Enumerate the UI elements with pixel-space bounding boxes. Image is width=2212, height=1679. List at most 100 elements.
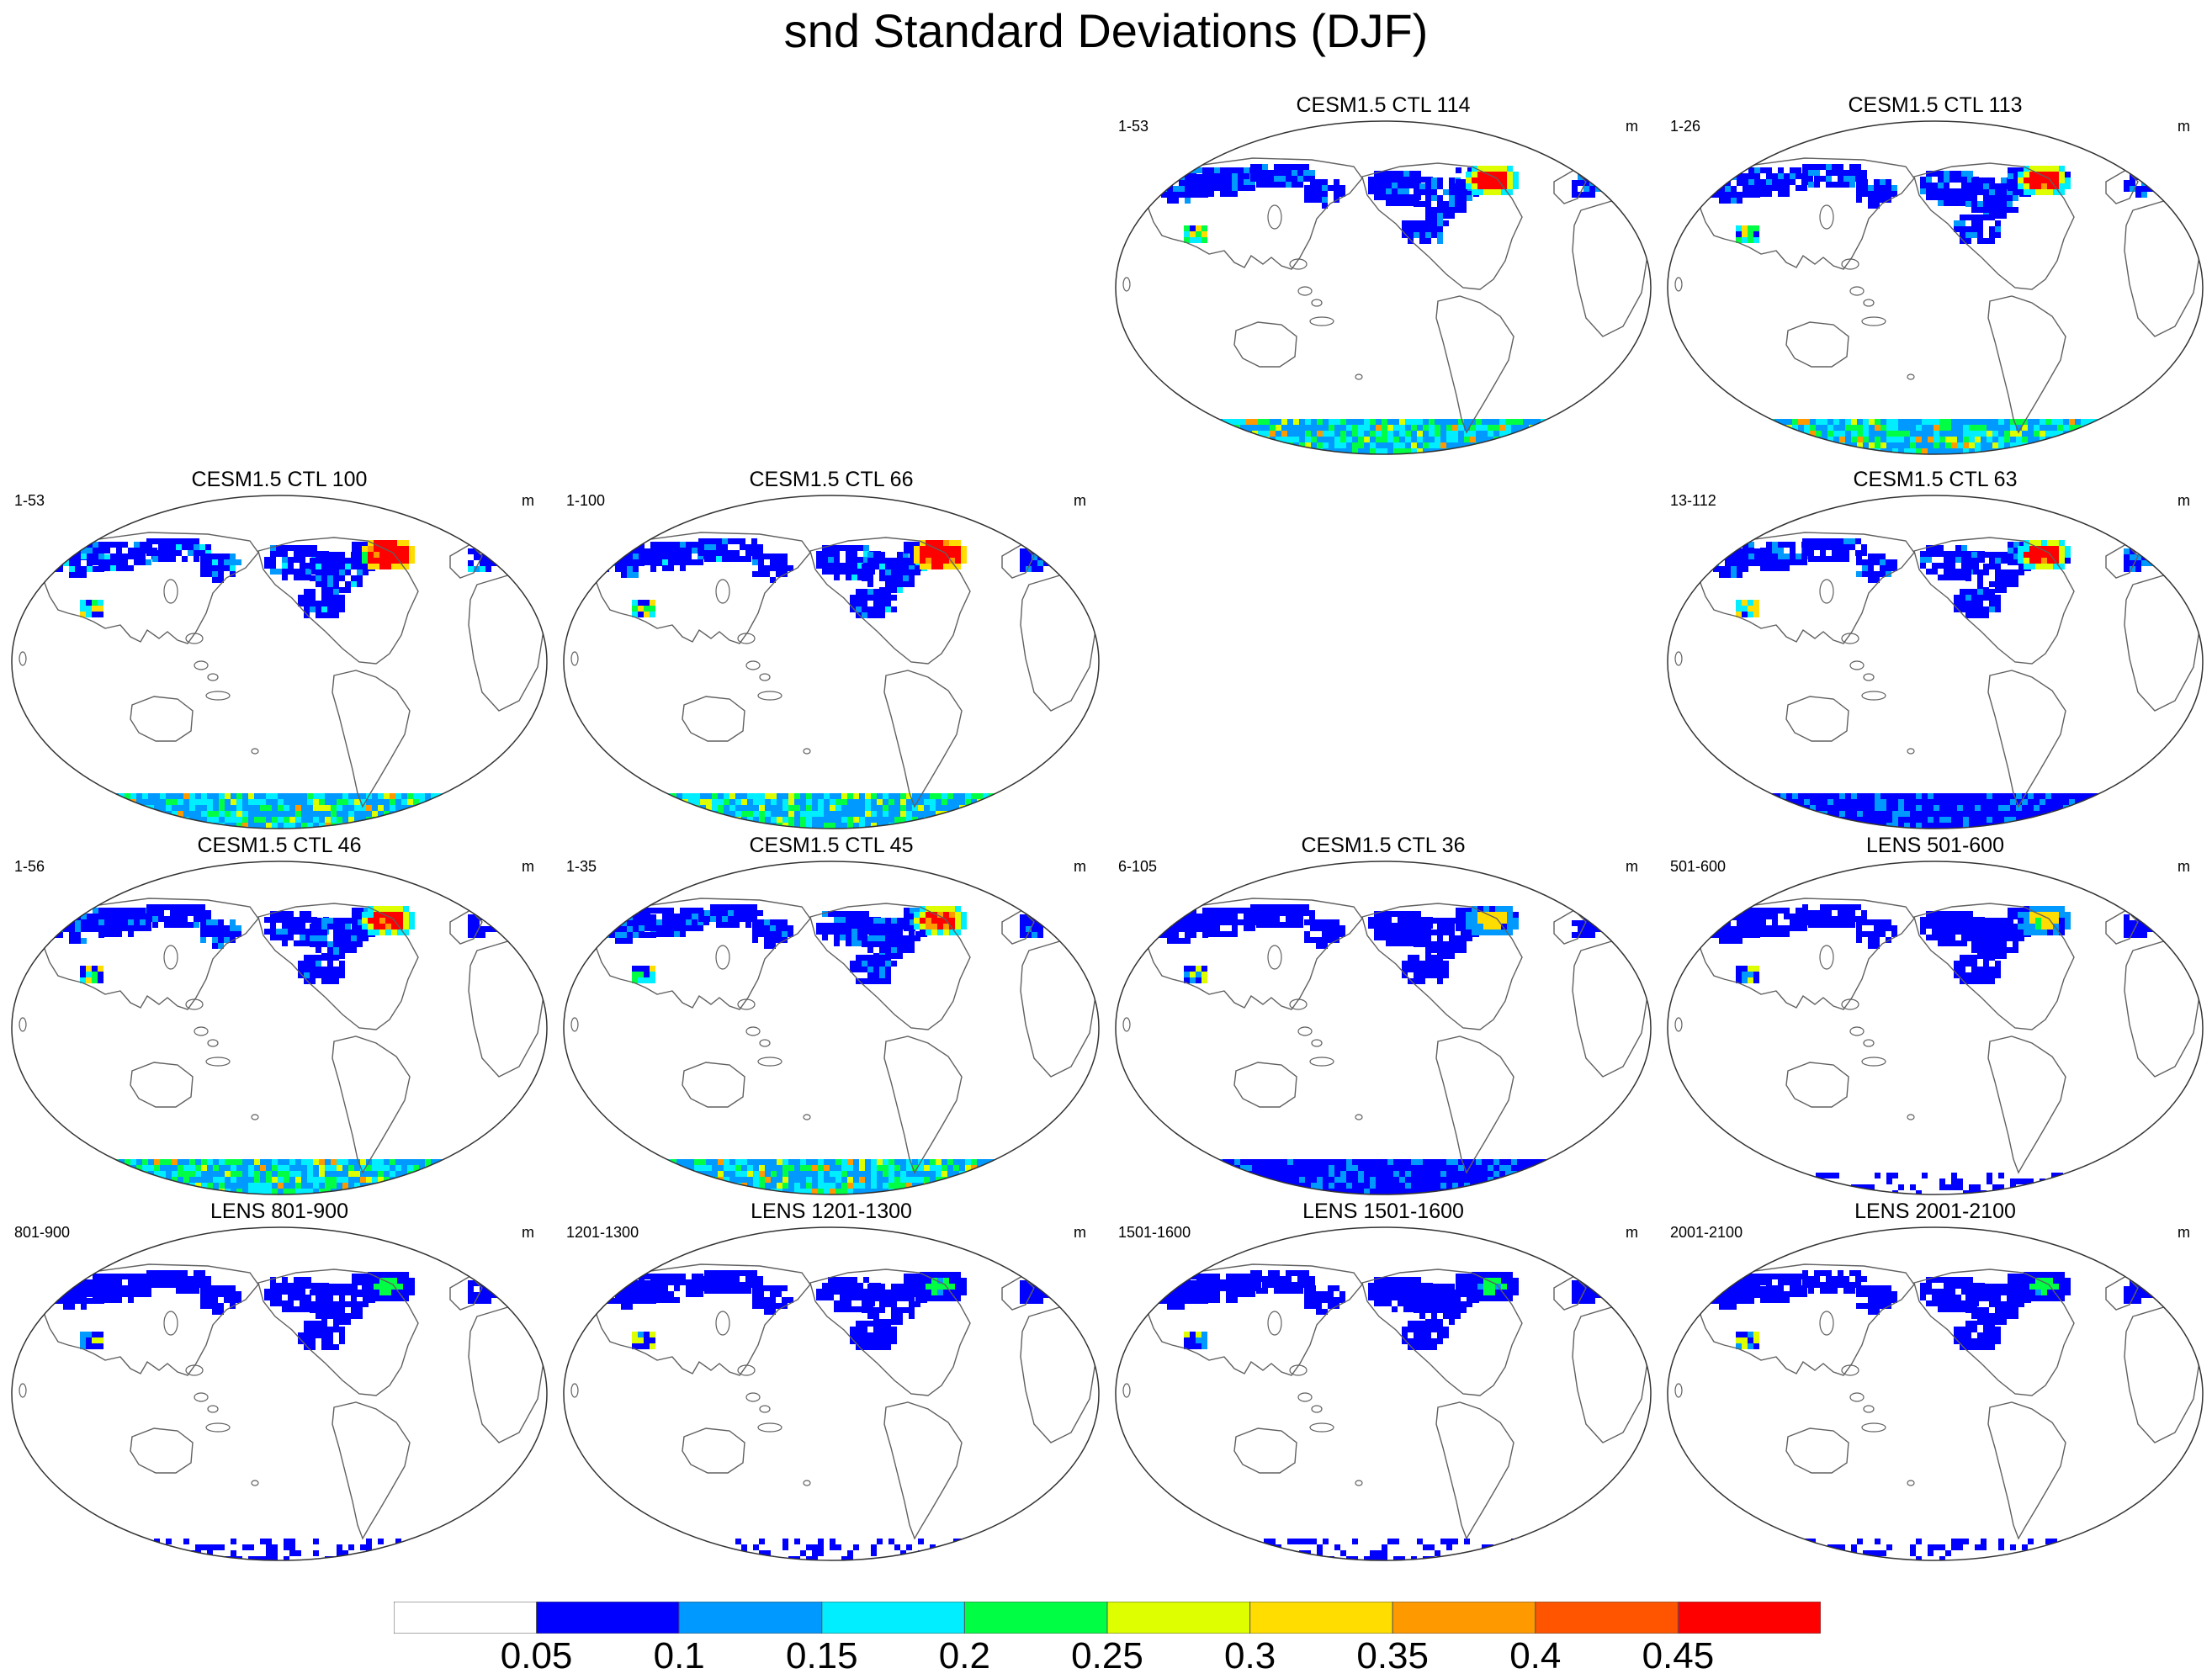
units-label: m <box>522 1224 534 1241</box>
map-frame <box>563 861 1100 1195</box>
world-map <box>1667 1226 2204 1561</box>
colorbar-tick-label: 0.4 <box>1509 1635 1562 1676</box>
world-map <box>563 861 1100 1195</box>
colorbar-tick-label: 0.35 <box>1356 1635 1429 1676</box>
map-frame <box>11 495 548 829</box>
coastline-outlines <box>1674 532 2201 808</box>
colorbar-box <box>536 1602 680 1634</box>
year-range-label: 1-35 <box>566 858 597 875</box>
world-map <box>1667 120 2204 455</box>
snow-depth-field <box>45 538 497 829</box>
units-label: m <box>2178 492 2190 509</box>
colorbar-box <box>394 1602 538 1634</box>
units-label: m <box>522 492 534 509</box>
snow-depth-field <box>1701 538 2153 829</box>
map-frame <box>11 861 548 1195</box>
map-frame <box>1115 861 1652 1195</box>
panel-title: CESM1.5 CTL 100 <box>191 468 368 491</box>
panel-title: CESM1.5 CTL 66 <box>749 468 914 491</box>
colorbar-box <box>1249 1602 1393 1634</box>
world-map <box>11 861 548 1195</box>
coastline-outlines <box>570 898 1097 1174</box>
figure-title: snd Standard Deviations (DJF) <box>783 4 1429 57</box>
colorbar-box <box>1106 1602 1251 1634</box>
panel-title: CESM1.5 CTL 36 <box>1301 834 1466 857</box>
colorbar-box <box>678 1602 823 1634</box>
colorbar-tick-label: 0.25 <box>1071 1635 1143 1676</box>
colorbar <box>394 1602 1821 1634</box>
coastline-outlines <box>19 898 545 1174</box>
map-frame <box>11 1226 548 1561</box>
snow-depth-field <box>1701 904 2153 1194</box>
units-label: m <box>2178 118 2190 135</box>
map-frame <box>563 1226 1100 1561</box>
snow-depth-field <box>45 1270 497 1560</box>
coastline-outlines <box>19 1263 545 1540</box>
map-panel: CESM1.5 CTL 36 6-105 m <box>1110 833 1657 1200</box>
map-frame <box>1667 495 2204 829</box>
map-panel: CESM1.5 CTL 114 1-53 m <box>1110 93 1657 460</box>
map-panel: LENS 1501-1600 1501-1600 m <box>1110 1199 1657 1566</box>
year-range-label: 1-100 <box>566 492 606 509</box>
units-label: m <box>2178 858 2190 875</box>
map-frame <box>1667 861 2204 1195</box>
year-range-label: 801-900 <box>14 1224 71 1241</box>
year-range-label: 2001-2100 <box>1670 1224 1743 1241</box>
snow-depth-field <box>1149 164 1601 454</box>
panel-title: LENS 2001-2100 <box>1854 1200 2016 1223</box>
colorbar-tick-label: 0.15 <box>785 1635 858 1676</box>
year-range-label: 6-105 <box>1118 858 1158 875</box>
snow-depth-field <box>1701 164 2153 454</box>
map-panel: LENS 801-900 801-900 m <box>6 1199 553 1566</box>
colorbar-box <box>821 1602 965 1634</box>
snow-depth-field <box>597 1270 1049 1560</box>
coastline-outlines <box>570 1263 1097 1540</box>
world-map <box>563 1226 1100 1561</box>
panel-title: LENS 1501-1600 <box>1302 1200 1464 1223</box>
map-panel: CESM1.5 CTL 113 1-26 m <box>1662 93 2209 460</box>
map-panel: LENS 2001-2100 2001-2100 m <box>1662 1199 2209 1566</box>
world-map <box>1667 495 2204 829</box>
year-range-label: 1201-1300 <box>566 1224 639 1241</box>
coastline-outlines <box>1122 157 1649 434</box>
units-label: m <box>1074 858 1086 875</box>
colorbar-box <box>1535 1602 1679 1634</box>
map-panel: LENS 1201-1300 1201-1300 m <box>558 1199 1105 1566</box>
snow-depth-field <box>1149 1270 1601 1560</box>
snow-depth-field <box>1701 1270 2153 1560</box>
panel-title: LENS 1201-1300 <box>751 1200 912 1223</box>
panel-title: CESM1.5 CTL 63 <box>1853 468 2018 491</box>
colorbar-tick-label: 0.45 <box>1642 1635 1715 1676</box>
map-frame <box>1667 1226 2204 1561</box>
panel-title: CESM1.5 CTL 45 <box>749 834 914 857</box>
colorbar-tick-label: 0.2 <box>938 1635 990 1676</box>
year-range-label: 1-26 <box>1670 118 1701 135</box>
map-frame <box>1115 120 1652 455</box>
map-panel: CESM1.5 CTL 46 1-56 m <box>6 833 553 1200</box>
snow-depth-field <box>1149 904 1601 1194</box>
units-label: m <box>1626 118 1638 135</box>
panel-title: CESM1.5 CTL 46 <box>197 834 362 857</box>
colorbar-box <box>1392 1602 1536 1634</box>
world-map <box>1115 120 1652 455</box>
snow-depth-field <box>45 904 497 1194</box>
map-frame <box>1667 120 2204 455</box>
map-panel: CESM1.5 CTL 100 1-53 m <box>6 467 553 834</box>
year-range-label: 13-112 <box>1670 492 1716 509</box>
year-range-label: 501-600 <box>1670 858 1727 875</box>
world-map <box>1115 1226 1652 1561</box>
world-map <box>1115 861 1652 1195</box>
world-map <box>11 1226 548 1561</box>
colorbar-box <box>1677 1602 1821 1634</box>
world-map <box>11 495 548 829</box>
map-frame <box>1115 1226 1652 1561</box>
world-map <box>563 495 1100 829</box>
year-range-label: 1-56 <box>14 858 45 875</box>
panel-title: CESM1.5 CTL 114 <box>1296 93 1471 117</box>
map-panel: CESM1.5 CTL 63 13-112 m <box>1662 467 2209 834</box>
units-label: m <box>1626 858 1638 875</box>
year-range-label: 1501-1600 <box>1118 1224 1191 1241</box>
year-range-label: 1-53 <box>1118 118 1149 135</box>
map-frame <box>563 495 1100 829</box>
colorbar-tick-label: 0.05 <box>500 1635 573 1676</box>
